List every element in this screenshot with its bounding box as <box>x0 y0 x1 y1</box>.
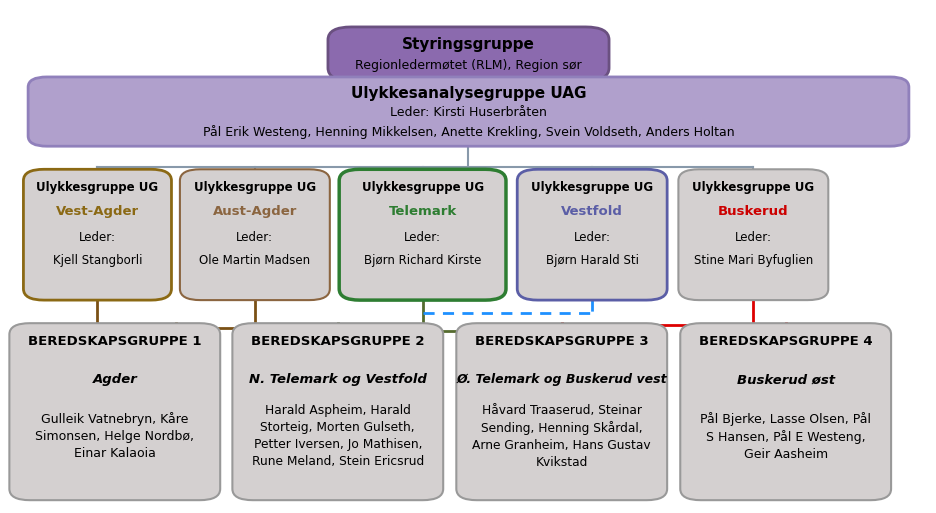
FancyBboxPatch shape <box>9 323 220 500</box>
FancyBboxPatch shape <box>680 323 890 500</box>
Text: Buskerud øst: Buskerud øst <box>736 373 834 386</box>
FancyBboxPatch shape <box>23 169 171 300</box>
Text: BEREDSKAPSGRUPPE 3: BEREDSKAPSGRUPPE 3 <box>475 335 648 348</box>
FancyBboxPatch shape <box>517 169 666 300</box>
Text: Harald Aspheim, Harald
Storteig, Morten Gulseth,
Petter Iversen, Jo Mathisen,
Ru: Harald Aspheim, Harald Storteig, Morten … <box>252 404 423 468</box>
Text: Ulykkesgruppe UG: Ulykkesgruppe UG <box>361 181 483 194</box>
Text: BEREDSKAPSGRUPPE 4: BEREDSKAPSGRUPPE 4 <box>698 335 871 348</box>
FancyBboxPatch shape <box>339 169 505 300</box>
Text: Leder:: Leder: <box>79 231 116 244</box>
Text: Ole Martin Madsen: Ole Martin Madsen <box>199 254 310 267</box>
Text: Ulykkesanalysegruppe UAG: Ulykkesanalysegruppe UAG <box>350 86 586 101</box>
Text: Pål Bjerke, Lasse Olsen, Pål
S Hansen, Pål E Westeng,
Geir Aasheim: Pål Bjerke, Lasse Olsen, Pål S Hansen, P… <box>699 412 870 461</box>
Text: Vest-Agder: Vest-Agder <box>56 205 139 218</box>
Text: Agder: Agder <box>93 373 137 386</box>
Text: Buskerud: Buskerud <box>717 205 788 218</box>
Text: Vestfold: Vestfold <box>561 205 622 218</box>
Text: Ulykkesgruppe UG: Ulykkesgruppe UG <box>194 181 315 194</box>
Text: Leder:: Leder: <box>734 231 771 244</box>
FancyBboxPatch shape <box>180 169 329 300</box>
Text: Ulykkesgruppe UG: Ulykkesgruppe UG <box>692 181 813 194</box>
FancyBboxPatch shape <box>328 27 608 81</box>
Text: Pål Erik Westeng, Henning Mikkelsen, Anette Krekling, Svein Voldseth, Anders Hol: Pål Erik Westeng, Henning Mikkelsen, Ane… <box>202 125 734 140</box>
Text: Ulykkesgruppe UG: Ulykkesgruppe UG <box>531 181 652 194</box>
Text: BEREDSKAPSGRUPPE 1: BEREDSKAPSGRUPPE 1 <box>28 335 201 348</box>
Text: Ulykkesgruppe UG: Ulykkesgruppe UG <box>37 181 158 194</box>
Text: Telemark: Telemark <box>388 205 456 218</box>
FancyBboxPatch shape <box>456 323 666 500</box>
FancyBboxPatch shape <box>28 77 908 146</box>
FancyBboxPatch shape <box>678 169 827 300</box>
Text: Stine Mari Byfuglien: Stine Mari Byfuglien <box>693 254 812 267</box>
Text: Bjørn Harald Sti: Bjørn Harald Sti <box>545 254 638 267</box>
Text: Leder:: Leder: <box>403 231 441 244</box>
Text: Aust-Agder: Aust-Agder <box>212 205 297 218</box>
Text: Styringsgruppe: Styringsgruppe <box>402 36 534 52</box>
Text: N. Telemark og Vestfold: N. Telemark og Vestfold <box>249 373 426 386</box>
Text: Gulleik Vatnebryn, Kåre
Simonsen, Helge Nordbø,
Einar Kalaoia: Gulleik Vatnebryn, Kåre Simonsen, Helge … <box>36 412 194 461</box>
Text: Leder:: Leder: <box>236 231 273 244</box>
Text: Leder: Kirsti Huserbråten: Leder: Kirsti Huserbråten <box>389 107 547 120</box>
Text: Leder:: Leder: <box>573 231 610 244</box>
Text: Håvard Traaserud, Steinar
Sending, Henning Skårdal,
Arne Granheim, Hans Gustav
K: Håvard Traaserud, Steinar Sending, Henni… <box>472 404 651 469</box>
Text: Regionledermøtet (RLM), Region sør: Regionledermøtet (RLM), Region sør <box>355 59 581 72</box>
Text: BEREDSKAPSGRUPPE 2: BEREDSKAPSGRUPPE 2 <box>251 335 424 348</box>
Text: Kjell Stangborli: Kjell Stangborli <box>52 254 142 267</box>
FancyBboxPatch shape <box>232 323 443 500</box>
Text: Ø. Telemark og Buskerud vest: Ø. Telemark og Buskerud vest <box>456 373 666 386</box>
Text: Bjørn Richard Kirste: Bjørn Richard Kirste <box>363 254 481 267</box>
